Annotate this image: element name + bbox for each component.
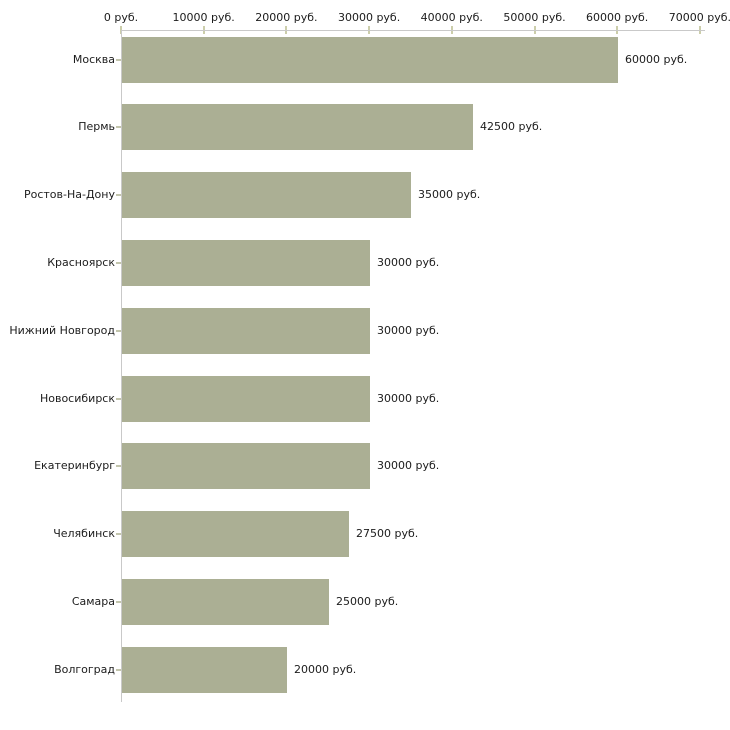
category-tick-mark [116,668,121,671]
category-label: Красноярск [47,255,115,269]
category-label: Нижний Новгород [9,323,115,337]
value-label: 25000 руб. [336,594,399,608]
bar [122,104,473,151]
category-tick-mark [116,465,121,468]
value-label: 30000 руб. [377,391,440,405]
category-label: Екатеринбург [34,459,115,473]
category-tick-mark [116,329,121,332]
category-tick-mark [116,600,121,603]
category-label: Ростов-На-Дону [23,188,115,202]
x-axis-tick-label: 60000 руб. [586,11,649,24]
bar [122,172,411,219]
bar [122,578,329,625]
x-axis-tick-label: 20000 руб. [255,11,318,24]
bar [122,511,349,558]
value-label: 30000 руб. [377,459,440,473]
value-label: 42500 руб. [480,120,543,134]
x-axis-line [121,30,705,31]
category-tick-mark [116,533,121,536]
value-label: 30000 руб. [377,255,440,269]
bar [122,646,287,693]
bar [122,36,618,83]
x-axis-tick-label: 30000 руб. [337,11,401,24]
category-label: Новосибирск [39,391,115,405]
x-axis-tick-label: 40000 руб. [420,11,483,24]
value-label: 20000 руб. [294,662,357,676]
category-label: Самара [71,594,115,608]
value-label: 27500 руб. [356,527,419,541]
value-label: 30000 руб. [377,323,440,337]
value-label: 60000 руб. [625,52,688,66]
y-axis-line [121,30,122,702]
x-axis-tick-label: 70000 руб. [668,11,730,24]
x-axis-tick-label: 10000 руб. [172,11,235,24]
x-axis-tick-label: 50000 руб. [503,11,566,24]
x-axis-tick-label: 0 руб. [103,11,139,24]
category-tick-mark [116,397,121,400]
category-tick-mark [116,126,121,129]
category-label: Пермь [78,120,115,134]
bar [122,443,370,490]
category-label: Волгоград [54,662,115,676]
category-tick-mark [116,194,121,197]
category-label: Челябинск [53,527,115,541]
bar [122,375,370,422]
bar [122,239,370,286]
category-tick-mark [116,58,121,61]
value-label: 35000 руб. [418,188,481,202]
bar [122,307,370,354]
category-label: Москва [72,52,115,66]
category-tick-mark [116,261,121,264]
